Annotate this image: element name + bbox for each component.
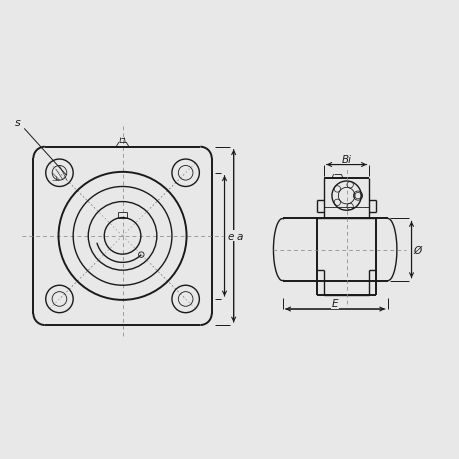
Text: Ø: Ø bbox=[413, 245, 421, 255]
Text: E: E bbox=[331, 298, 338, 308]
Text: e: e bbox=[227, 231, 234, 241]
Text: Bi: Bi bbox=[341, 154, 351, 164]
Text: s: s bbox=[15, 118, 21, 127]
Text: a: a bbox=[236, 231, 243, 241]
